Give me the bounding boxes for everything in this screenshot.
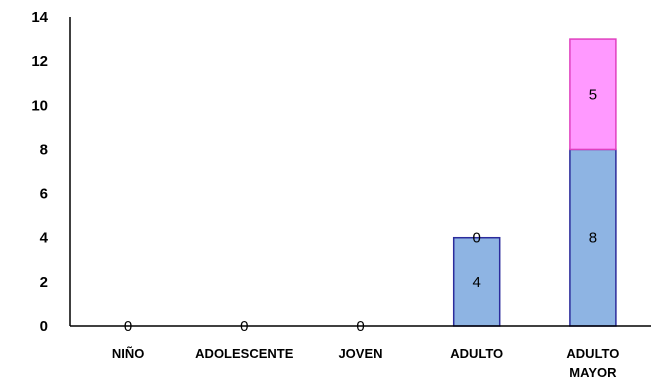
bar-segment: [569, 38, 617, 151]
y-tick-label: 0: [40, 318, 48, 335]
y-tick-label: 8: [40, 141, 48, 158]
bar-segment: [452, 236, 501, 327]
data-label: 5: [589, 86, 597, 103]
y-tick-label: 10: [31, 97, 48, 114]
y-axis-ticks: 0 2 4 6 8 10 12 14: [31, 9, 48, 335]
bars: [452, 38, 617, 327]
y-tick-label: 12: [31, 53, 48, 70]
x-tick-label: ADULTO: [450, 346, 503, 361]
x-axis-ticks: NIÑO ADOLESCENTE JOVEN ADULTO ADULTO MAYOR: [112, 346, 620, 380]
x-tick-label: JOVEN: [338, 346, 382, 361]
x-tick-label: ADULTO MAYOR: [566, 346, 619, 380]
x-tick-label: NIÑO: [112, 346, 145, 361]
data-label: 0: [473, 230, 481, 247]
data-label: 8: [589, 230, 597, 247]
data-labels: 0004085: [124, 86, 597, 335]
y-tick-label: 2: [40, 274, 48, 291]
y-tick-label: 14: [31, 9, 48, 26]
y-tick-label: 6: [40, 186, 48, 203]
x-tick-label: ADOLESCENTE: [195, 346, 294, 361]
data-label: 4: [473, 274, 481, 291]
bar-segment: [569, 148, 617, 327]
y-tick-label: 4: [40, 230, 49, 247]
